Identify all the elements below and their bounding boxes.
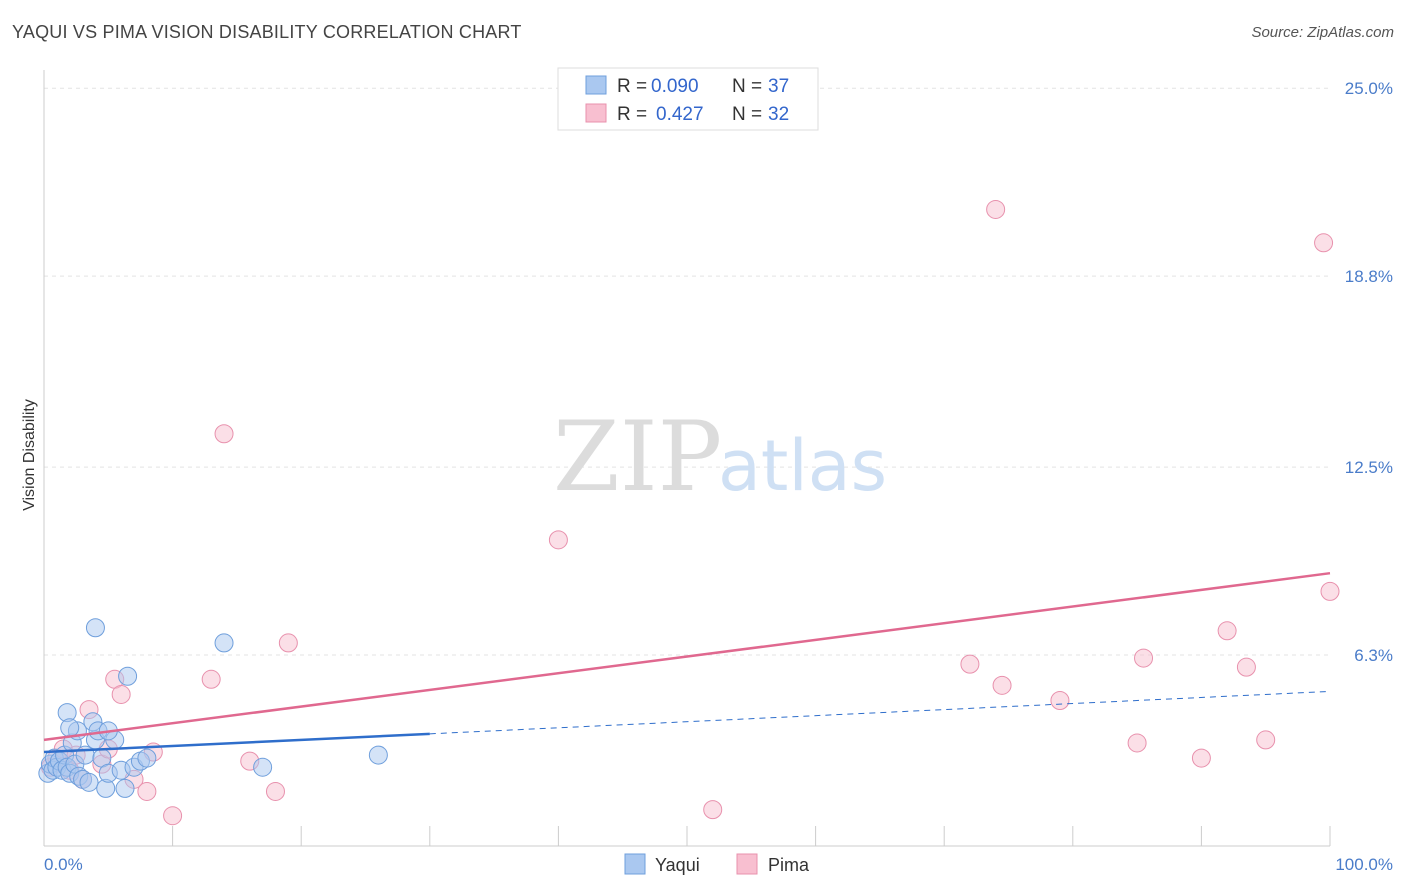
series-legend-pima-label: Pima bbox=[768, 855, 810, 875]
pima-point-20 bbox=[548, 530, 568, 550]
pima-point-30 bbox=[1236, 657, 1256, 677]
pima-point-26 bbox=[1127, 733, 1147, 753]
x-axis-ticks bbox=[43, 826, 1331, 846]
pima-trend-line bbox=[43, 571, 1331, 742]
legend-pima-swatch bbox=[585, 103, 607, 123]
pima-point-15 bbox=[201, 669, 221, 689]
gridlines bbox=[44, 87, 1330, 656]
yaqui-point-30 bbox=[60, 718, 80, 738]
legend-pima-r-value: 0.427 bbox=[656, 104, 704, 125]
yaqui-point-35 bbox=[253, 757, 273, 777]
pima-point-14 bbox=[163, 806, 183, 826]
chart-title: YAQUI VS PIMA VISION DISABILITY CORRELAT… bbox=[12, 22, 522, 42]
series-legend: Yaqui Pima bbox=[624, 853, 810, 875]
series-legend-yaqui-label: Yaqui bbox=[655, 855, 700, 875]
pima-point-19 bbox=[278, 633, 298, 653]
yaqui-point-32 bbox=[118, 666, 138, 686]
yaqui-trend-extension bbox=[429, 690, 1331, 735]
legend-yaqui-n-value: 37 bbox=[768, 76, 789, 97]
pima-point-31 bbox=[1256, 730, 1276, 750]
pima-point-21 bbox=[703, 800, 723, 820]
watermark-atlas: atlas bbox=[718, 425, 887, 507]
yaqui-point-31 bbox=[85, 618, 105, 638]
watermark: ZIP atlas bbox=[553, 401, 887, 513]
pima-point-16 bbox=[214, 424, 234, 444]
yaqui-trend-line bbox=[43, 732, 430, 754]
source-label: Source: ZipAtlas.com bbox=[1251, 24, 1394, 41]
pima-point-25 bbox=[1050, 691, 1070, 710]
y-tick-label-12-5: 12.5% bbox=[1345, 458, 1393, 477]
pima-point-12 bbox=[137, 781, 157, 801]
x-tick-label-max: 100.0% bbox=[1335, 855, 1393, 874]
y-tick-label-18-8: 18.8% bbox=[1345, 267, 1393, 286]
series-legend-yaqui-swatch bbox=[624, 853, 646, 875]
yaqui-point-25 bbox=[115, 778, 135, 798]
yaqui-point-16 bbox=[79, 772, 99, 792]
yaqui-point-33 bbox=[137, 748, 157, 768]
pima-point-24 bbox=[992, 675, 1012, 695]
pima-point-22 bbox=[986, 199, 1006, 219]
pima-point-33 bbox=[1320, 581, 1340, 601]
series-legend-pima-swatch bbox=[736, 853, 758, 875]
legend-yaqui-r-label: R = bbox=[617, 76, 647, 97]
pima-point-29 bbox=[1217, 621, 1237, 641]
legend-yaqui-n-label: N = bbox=[732, 76, 762, 97]
pima-point-27 bbox=[1134, 648, 1154, 668]
watermark-zip: ZIP bbox=[553, 401, 722, 513]
trend-lines bbox=[43, 571, 1331, 754]
pima-point-23 bbox=[960, 654, 980, 674]
yaqui-series bbox=[38, 618, 388, 798]
legend-pima-n-value: 32 bbox=[768, 104, 789, 125]
x-tick-label-min: 0.0% bbox=[44, 855, 83, 874]
pima-point-10 bbox=[111, 684, 131, 704]
yaqui-point-34 bbox=[214, 633, 234, 653]
y-tick-label-25-0: 25.0% bbox=[1345, 79, 1393, 98]
y-axis-label: Vision Disability bbox=[21, 399, 38, 511]
legend-yaqui-r-value: 0.090 bbox=[651, 76, 699, 97]
legend-pima-r-label: R = bbox=[617, 104, 647, 125]
pima-point-28 bbox=[1191, 748, 1211, 768]
y-tick-labels: 6.3% 12.5% 18.8% 25.0% bbox=[1345, 79, 1393, 665]
legend-pima-n-label: N = bbox=[732, 104, 762, 125]
y-tick-label-6-3: 6.3% bbox=[1354, 646, 1393, 665]
legend: R = 0.090 N = 37 R = 0.427 N = 32 bbox=[557, 67, 819, 131]
pima-point-18 bbox=[265, 781, 285, 801]
legend-yaqui-swatch bbox=[585, 75, 607, 95]
pima-point-32 bbox=[1314, 233, 1334, 253]
yaqui-point-36 bbox=[368, 745, 388, 765]
